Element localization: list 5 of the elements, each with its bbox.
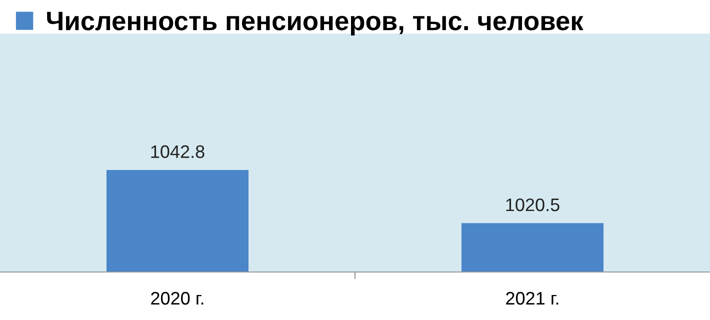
x-tick-label: 2020 г. <box>151 292 204 305</box>
data-label: 1042.8 <box>151 145 204 158</box>
data-label: 1020.5 <box>506 198 560 212</box>
x-tick-label: 2021 г. <box>506 292 558 305</box>
legend-label: Численность пенсионеров, тыс. человек <box>47 12 584 36</box>
